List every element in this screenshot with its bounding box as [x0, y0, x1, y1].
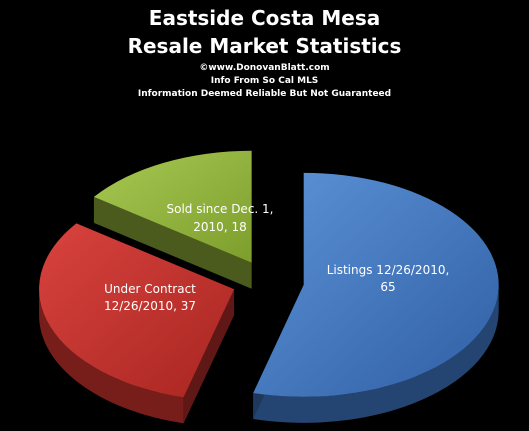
slice-label-listings: Listings 12/26/2010, [327, 263, 450, 277]
slice-value-under-contract: 12/26/2010, 37 [104, 299, 196, 313]
slice-side-under-contract [39, 289, 184, 424]
slice-sold [93, 150, 252, 263]
slice-label-under-contract: Under Contract [104, 282, 196, 296]
chart-subtitle: Resale Market Statistics [127, 34, 402, 58]
slice-cut-under-contract-0 [183, 289, 235, 424]
slice-value-listings: 65 [380, 280, 395, 294]
slice-value-sold: 2010, 18 [193, 220, 246, 234]
chart-title: Eastside Costa Mesa [148, 6, 381, 30]
source-note: Info From So Cal MLS [210, 76, 319, 86]
disclaimer-note: Information Deemed Reliable But Not Guar… [137, 89, 392, 99]
slice-under-contract [39, 223, 235, 398]
slice-cut-sold-0 [93, 196, 252, 289]
slice-side-listings [253, 284, 499, 423]
slice-label-sold: Sold since Dec. 1, [166, 202, 273, 216]
slice-listings [253, 172, 499, 397]
copyright-note: ©www.DonovanBlatt.com [199, 63, 330, 73]
